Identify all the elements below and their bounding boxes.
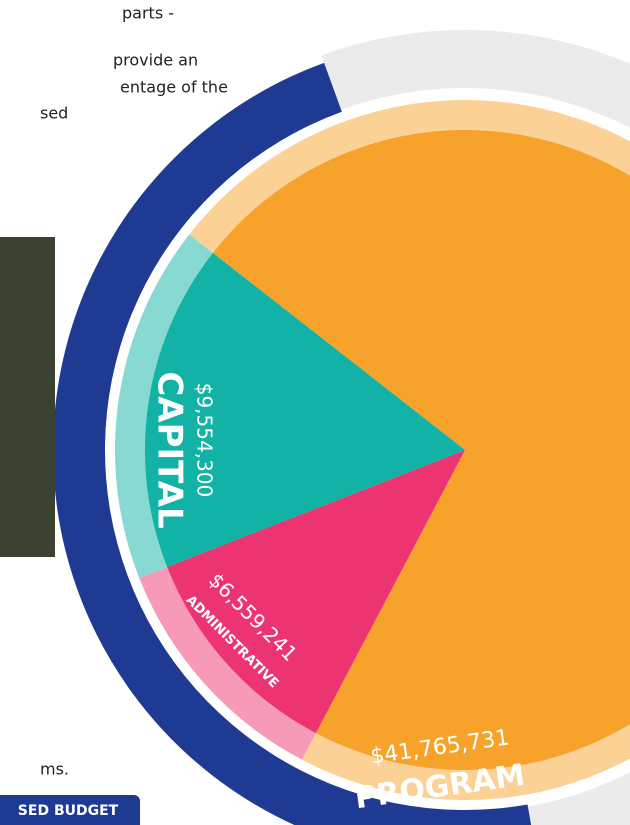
body-text: sed xyxy=(40,104,68,123)
footnote: ms. xyxy=(40,760,69,779)
decorative-rings xyxy=(53,30,630,825)
body-text: entage of the xyxy=(120,78,228,97)
value-label: $9,554,300 xyxy=(193,383,217,498)
slice xyxy=(145,252,466,567)
button[interactable] xyxy=(0,795,140,825)
category-label: CAPITAL xyxy=(150,371,190,528)
slice xyxy=(167,450,465,734)
body-text: parts - xyxy=(122,4,174,23)
ring xyxy=(321,30,630,825)
body-text: provide an xyxy=(113,51,198,70)
button-label[interactable]: SED BUDGET xyxy=(18,803,119,819)
slice xyxy=(212,130,630,770)
photo xyxy=(0,237,55,557)
